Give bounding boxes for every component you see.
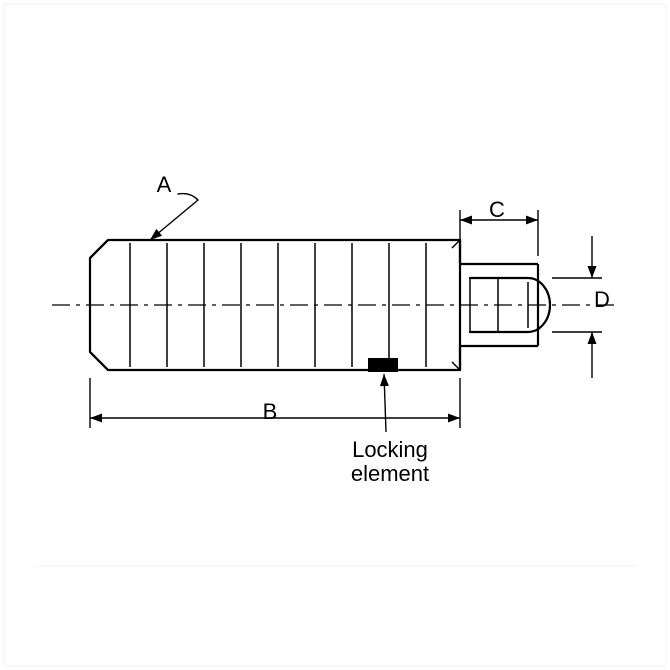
locking-element-label: Lockingelement: [340, 438, 440, 486]
dimension-label-c: C: [457, 198, 537, 222]
diagram-svg: [0, 0, 670, 670]
diagram-stage: A B C D Lockingelement: [0, 0, 670, 670]
dimension-label-d: D: [562, 288, 642, 312]
dimension-label-b: B: [230, 400, 310, 424]
dimension-label-a: A: [124, 173, 204, 197]
